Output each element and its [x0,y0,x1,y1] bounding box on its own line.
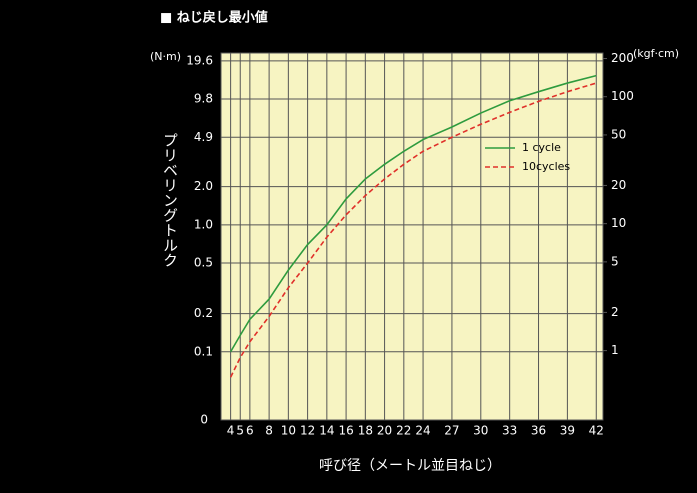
y2-tick-label: 100 [611,89,634,103]
x-tick-label: 8 [265,424,273,438]
y-tick-label: 4.9 [194,130,213,144]
x-tick-label: 36 [531,424,546,438]
x-tick-label: 18 [358,424,373,438]
y2-tick-label: 10 [611,216,626,230]
x-axis-label: 呼び径（メートル並目ねじ） [319,458,501,474]
y2-tick-label: 20 [611,178,626,192]
y2-tick-label: 2 [611,305,619,319]
x-tick-label: 22 [396,424,411,438]
legend-label: 10cycles [522,160,570,173]
y-tick-label: 1.0 [194,217,213,231]
y-bottom-label: 0 [200,413,208,427]
x-tick-label: 10 [281,424,296,438]
y-tick-label: 0.1 [194,344,213,358]
x-tick-label: 39 [560,424,575,438]
y2-tick-label: 5 [611,254,619,268]
x-tick-label: 14 [319,424,334,438]
legend-label: 1 cycle [522,141,561,154]
y-tick-label: 0.5 [194,256,213,270]
y-unit: (N·m) [150,50,181,63]
y2-unit: (kgf·cm) [633,47,679,60]
x-tick-label: 27 [444,424,459,438]
x-tick-label: 20 [377,424,392,438]
x-tick-label: 6 [246,424,254,438]
x-tick-label: 42 [589,424,604,438]
plot-area [221,53,603,420]
y-tick-label: 9.8 [194,92,213,106]
x-tick-label: 33 [502,424,517,438]
y-tick-label: 0.2 [194,306,213,320]
chart-title: ■ ねじ戻し最小値 [160,10,268,26]
x-tick-label: 30 [473,424,488,438]
plot-border [220,52,604,421]
x-tick-label: 4 [227,424,235,438]
line-series [229,82,597,378]
y-tick-label: 19.6 [186,53,213,67]
y-tick-label: 2.0 [194,179,213,193]
y2-tick-label: 200 [611,51,634,65]
y-axis-label: プリベリングトルク [161,133,179,268]
y2-tick-label: 50 [611,127,626,141]
y2-tick-label: 1 [611,343,619,357]
x-tick-label: 16 [338,424,353,438]
line-series [229,74,597,353]
x-tick-label: 5 [236,424,244,438]
x-tick-label: 12 [300,424,315,438]
x-tick-label: 24 [415,424,430,438]
